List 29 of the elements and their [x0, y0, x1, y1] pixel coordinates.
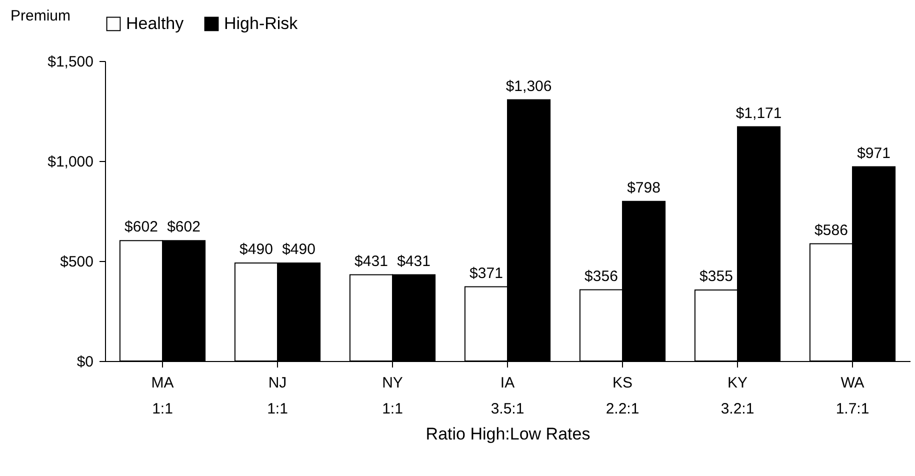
legend-label: High-Risk — [224, 14, 298, 33]
data-label: $798 — [627, 179, 660, 196]
x-axis-title: Ratio High:Low Rates — [426, 424, 590, 444]
x-tick-label: WA 1.7:1 — [836, 374, 870, 418]
x-tick-label: NY 1:1 — [382, 374, 403, 418]
x-tick-label: MA 1:1 — [151, 374, 174, 418]
data-label: $602 — [167, 218, 200, 236]
data-label: $371 — [470, 264, 503, 282]
data-label: $490 — [240, 241, 273, 258]
data-label: $971 — [857, 144, 890, 162]
data-label: $431 — [397, 252, 430, 270]
y-tick-label: $500 — [60, 254, 94, 270]
data-label: $586 — [814, 222, 848, 239]
legend-label: Healthy — [126, 14, 184, 33]
x-tick-label: IA 3.5:1 — [490, 374, 524, 418]
data-label: $1,306 — [506, 78, 552, 95]
x-tick-label: NJ 1:1 — [267, 374, 288, 418]
data-label: $1,171 — [736, 104, 782, 122]
y-tick-label: $1,500 — [48, 54, 94, 70]
y-tick-label: $0 — [76, 354, 94, 370]
x-tick-label: KY 3.2:1 — [720, 374, 754, 418]
y-axis-title: Premium — [10, 8, 71, 24]
data-label: $355 — [700, 268, 733, 285]
y-tick-label: $1,000 — [48, 154, 94, 170]
data-label: $431 — [354, 252, 388, 270]
data-label: $356 — [584, 268, 618, 285]
data-label: $490 — [282, 241, 316, 258]
x-tick-label: KS 2.2:1 — [606, 374, 640, 418]
data-label: $602 — [124, 218, 158, 236]
